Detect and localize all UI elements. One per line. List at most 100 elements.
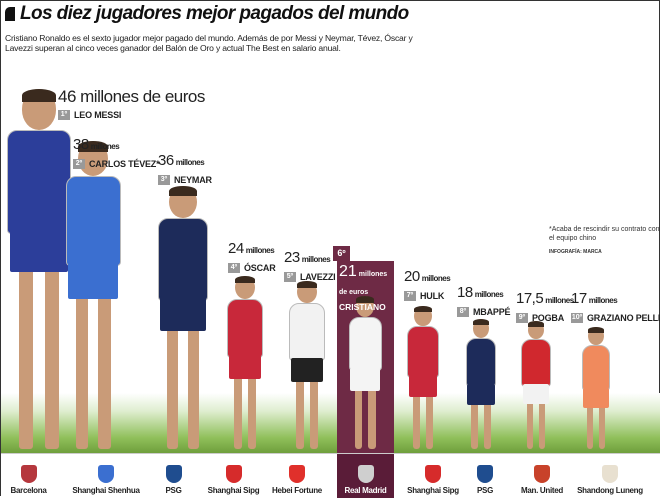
player-amount: 20 millones	[404, 268, 451, 287]
amount-value: 38	[73, 136, 89, 153]
club-crest-icon	[289, 465, 305, 483]
player-leg	[412, 392, 421, 449]
player-shorts	[291, 357, 323, 382]
club-shanghai-sipg: Shanghai Sipg	[206, 454, 261, 498]
player-jersey	[581, 344, 611, 391]
player-name: GRAZIANO PELLÈ	[587, 312, 660, 323]
player-amount: 17,5 millones	[516, 291, 574, 309]
player-hair	[588, 327, 604, 333]
player-name: LAVEZZI	[300, 271, 336, 282]
amount-value: 23	[284, 249, 300, 266]
amount-unit: millones	[245, 246, 275, 255]
player-label: 23 millones 5º LAVEZZI	[284, 250, 336, 286]
player-unit: millones de euros	[339, 271, 388, 296]
player-shorts	[350, 368, 380, 391]
player-label: 18 millones 8º MBAPPÉ	[457, 285, 511, 321]
player-amount: 23 millones	[284, 250, 335, 268]
player-jersey	[7, 129, 71, 234]
club-crest-icon	[534, 465, 550, 483]
rank-row: 8º MBAPPÉ	[457, 303, 511, 321]
club-crest-icon	[225, 465, 242, 483]
rank-row: 3º NEYMAR	[158, 171, 212, 189]
player-shorts	[522, 384, 550, 405]
club-name: PSG	[165, 486, 182, 495]
player-amount: 17 millones	[571, 291, 660, 309]
player-leg	[233, 374, 242, 449]
rank-row: 4º ÓSCAR	[228, 259, 276, 277]
rank-row: 1º LEO MESSI	[58, 106, 205, 124]
rank-badge: 1º	[58, 109, 70, 120]
club-psg: PSG	[141, 454, 206, 498]
amount-unit: millones	[474, 290, 504, 299]
rank-badge: 10º	[571, 312, 583, 323]
player-leg	[44, 263, 60, 449]
player-leg	[75, 291, 88, 449]
club-psg: PSG	[461, 454, 509, 498]
rank-badge: 7º	[404, 290, 416, 301]
amount-unit: millones	[421, 274, 451, 283]
club-barcelona: Barcelona	[1, 454, 56, 498]
club-hebei-fortune: Hebei Fortune	[263, 454, 331, 498]
player-hair	[169, 186, 197, 197]
player-jersey	[348, 317, 382, 371]
footnote: *Acaba de rescindir su contrato con el e…	[549, 226, 660, 242]
player-leg	[368, 386, 376, 449]
player-hair	[356, 296, 374, 303]
title-marker-icon	[5, 7, 15, 21]
player-leg	[538, 400, 546, 449]
club-name: Hebei Fortune	[272, 486, 322, 495]
amount-value: 20	[404, 268, 420, 285]
player-leg	[483, 400, 491, 449]
club-shanghai-sipg: Shanghai Sipg	[399, 454, 467, 498]
club-name: PSG	[477, 486, 493, 495]
player-jersey	[521, 339, 551, 387]
player-leg	[166, 324, 179, 449]
amount-value: 46	[58, 87, 76, 106]
amount-value: 36	[158, 152, 174, 169]
rank-badge: 9º	[516, 312, 528, 323]
player-name: CRISTIANO	[339, 302, 386, 312]
player-leg	[248, 374, 257, 449]
player-shorts	[160, 296, 206, 331]
player-amount: 38 millones	[73, 137, 159, 155]
player-leg	[354, 386, 362, 449]
player-shorts	[467, 384, 495, 405]
amount-unit: millones	[175, 158, 205, 167]
player-leg	[425, 392, 434, 449]
player-hair	[297, 281, 317, 289]
club-crest-icon	[20, 465, 37, 483]
player-jersey	[157, 218, 209, 301]
player-hair	[21, 89, 57, 103]
player-shorts	[408, 375, 438, 397]
credit: INFOGRAFÍA: MARCA	[549, 249, 602, 255]
rank-badge: 2º	[73, 158, 85, 169]
player-leg	[310, 377, 319, 449]
player-amount: 21	[339, 263, 357, 280]
player-label: 20 millones 7º HULK	[404, 268, 451, 305]
player-shorts	[68, 261, 118, 299]
player-label: 17,5 millones 9º POGBA	[516, 291, 574, 327]
intro-text: Cristiano Ronaldo es el sexto jugador me…	[5, 33, 413, 53]
player-amount: 24 millones	[228, 241, 276, 259]
club-name: Shandong Luneng	[577, 486, 643, 495]
club-crest-icon	[165, 465, 182, 483]
amount-value: 24	[228, 240, 244, 257]
cristiano-rank-tag: 6º	[333, 246, 350, 261]
player-amount: 36 millones	[158, 153, 212, 171]
club-crest-icon	[602, 465, 618, 483]
player-jersey	[289, 303, 325, 361]
player-leg	[18, 263, 34, 449]
player-hair	[78, 141, 108, 153]
club-name: Real Madrid	[344, 486, 387, 495]
player-jersey	[65, 176, 121, 266]
rank-row: 7º HULK	[404, 287, 450, 305]
club-name: Shanghai Sipg	[407, 486, 459, 495]
club-name: Shanghai Shenhua	[72, 486, 140, 495]
club-crest-icon	[357, 465, 374, 483]
club-real-madrid: Real Madrid	[337, 454, 394, 498]
player-leg	[598, 403, 605, 449]
club-man-united: Man. United	[511, 454, 573, 498]
player-leg	[526, 400, 534, 449]
player-leg	[98, 291, 111, 449]
club-name: Man. United	[520, 486, 564, 495]
